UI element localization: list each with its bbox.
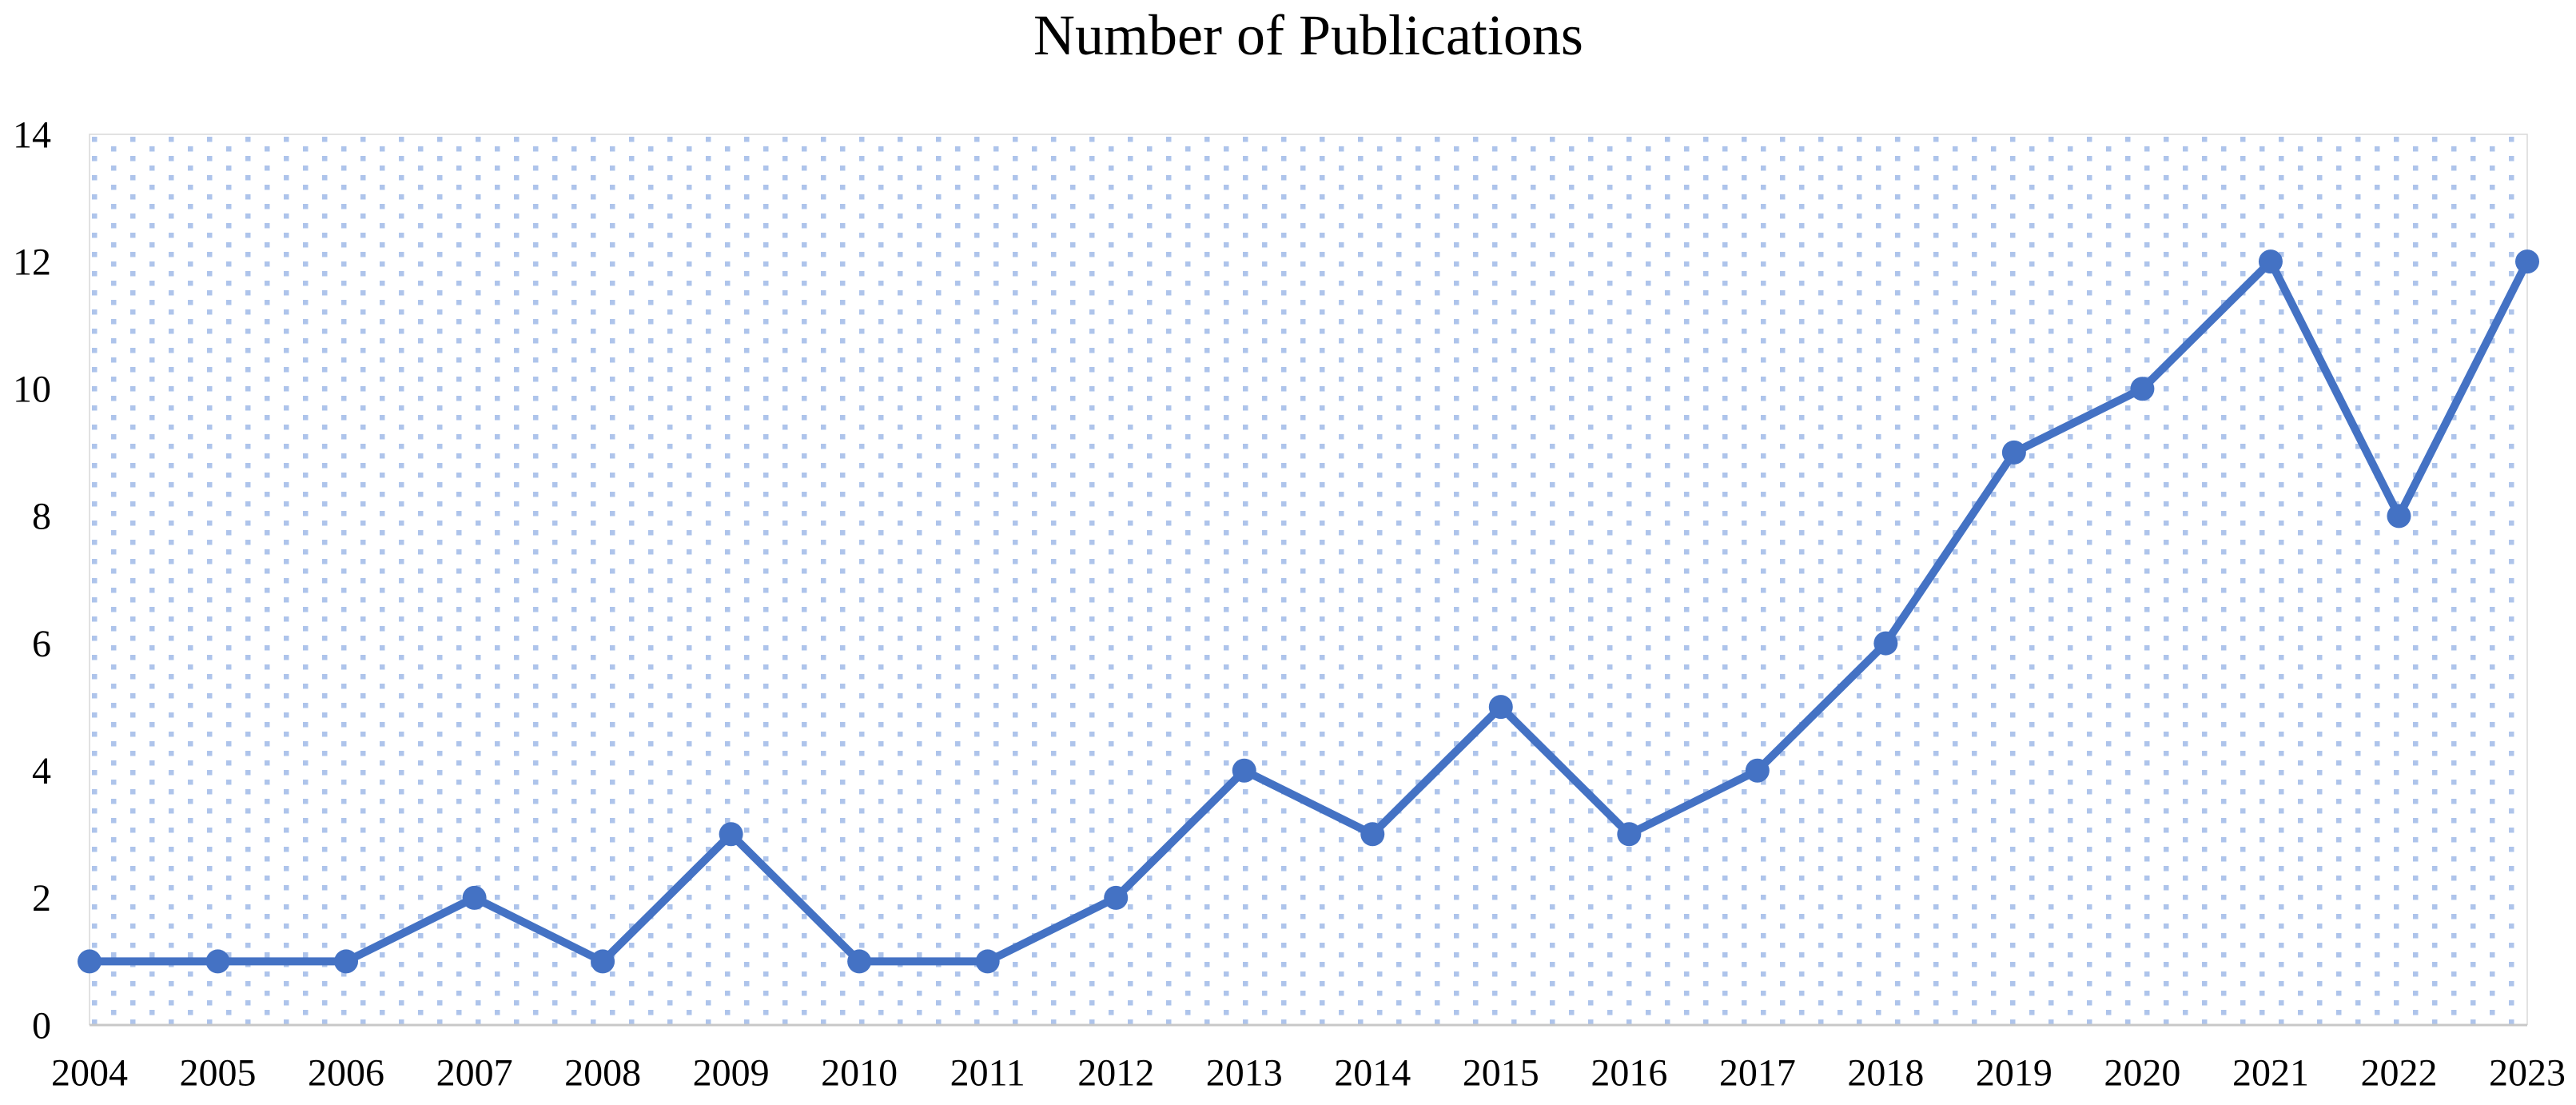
data-point-2021 — [2258, 249, 2283, 274]
series-line — [86, 257, 2531, 966]
y-tick-label: 6 — [32, 623, 51, 665]
data-point-2018 — [1873, 631, 1898, 656]
plot-area-background — [90, 134, 2527, 1025]
chart-title: Number of Publications — [1033, 3, 1583, 67]
data-point-2014 — [1360, 822, 1385, 847]
x-tick-label: 2005 — [180, 1051, 257, 1094]
data-point-2005 — [205, 949, 230, 974]
data-point-2010 — [847, 949, 872, 974]
y-tick-label: 0 — [32, 1004, 51, 1047]
x-tick-label: 2008 — [564, 1051, 641, 1094]
data-point-2011 — [975, 949, 1000, 974]
data-point-2009 — [719, 822, 743, 847]
y-tick-label: 14 — [13, 114, 51, 156]
x-tick-label: 2022 — [2360, 1051, 2437, 1094]
x-tick-label: 2020 — [2104, 1051, 2180, 1094]
x-tick-label: 2023 — [2489, 1051, 2566, 1094]
data-point-2016 — [1617, 822, 1642, 847]
y-tick-label: 10 — [13, 369, 51, 411]
x-tick-label: 2010 — [821, 1051, 898, 1094]
x-tick-label: 2017 — [1719, 1051, 1796, 1094]
data-point-2013 — [1232, 758, 1256, 783]
x-tick-label: 2009 — [693, 1051, 770, 1094]
data-point-2004 — [78, 949, 102, 974]
data-point-2023 — [2515, 249, 2539, 274]
data-point-2007 — [462, 885, 487, 910]
y-tick-label: 8 — [32, 496, 51, 538]
data-point-2006 — [334, 949, 359, 974]
data-point-2019 — [2001, 440, 2026, 465]
x-tick-label: 2007 — [436, 1051, 513, 1094]
data-point-2017 — [1745, 758, 1770, 783]
x-tick-label: 2004 — [51, 1051, 128, 1094]
x-tick-label: 2013 — [1206, 1051, 1283, 1094]
y-tick-label: 2 — [32, 877, 51, 920]
y-tick-label: 4 — [32, 750, 51, 792]
y-tick-label: 12 — [13, 241, 51, 283]
x-tick-label: 2018 — [1847, 1051, 1924, 1094]
data-point-2008 — [591, 949, 615, 974]
x-tick-label: 2012 — [1077, 1051, 1154, 1094]
data-point-2015 — [1488, 695, 1513, 720]
data-point-2012 — [1104, 885, 1129, 910]
x-tick-label: 2011 — [950, 1051, 1025, 1094]
plot-border — [89, 134, 2528, 1025]
data-point-2022 — [2387, 504, 2411, 529]
x-tick-label: 2006 — [308, 1051, 384, 1094]
x-tick-label: 2016 — [1591, 1051, 1667, 1094]
x-tick-label: 2021 — [2232, 1051, 2309, 1094]
x-tick-label: 2014 — [1334, 1051, 1411, 1094]
data-point-2020 — [2130, 377, 2155, 401]
x-tick-label: 2019 — [1976, 1051, 2052, 1094]
x-tick-label: 2015 — [1463, 1051, 1539, 1094]
